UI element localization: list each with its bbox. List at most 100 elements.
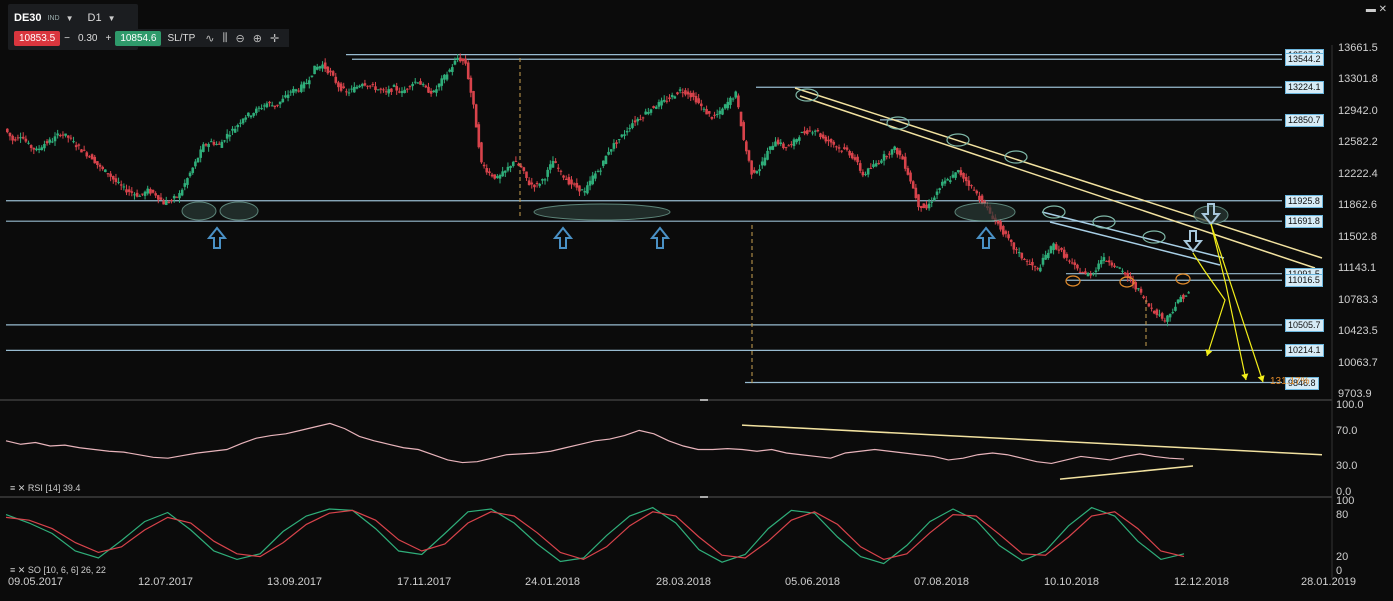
candle-body	[268, 101, 271, 104]
candle-body	[88, 156, 91, 158]
timeframe-chevron-down-icon[interactable]: ▼	[107, 13, 116, 23]
candle-body	[64, 133, 67, 136]
menu-icon[interactable]: ▬	[1365, 4, 1376, 15]
candle-body	[355, 86, 359, 89]
close-icon[interactable]: ✕	[17, 565, 26, 575]
candle-body	[816, 130, 820, 132]
symbol-name[interactable]: DE30	[14, 12, 42, 24]
candle-body	[766, 150, 769, 160]
price-tick-label: 9703.9	[1338, 388, 1372, 400]
candle-body	[1107, 260, 1111, 263]
candle-body	[1052, 243, 1055, 251]
candle-body	[901, 156, 904, 160]
price-tick-label: 10063.7	[1338, 356, 1378, 369]
level-price-tag[interactable]: 10214.1	[1285, 344, 1324, 358]
candle-body	[615, 142, 618, 144]
candle-body	[443, 74, 446, 80]
level-price-tag[interactable]: 10505.7	[1285, 318, 1324, 332]
projection-path	[1210, 223, 1247, 381]
level-price-tag[interactable]: 13544.2	[1285, 53, 1324, 67]
candle-body	[774, 141, 777, 147]
candle-body	[689, 92, 693, 98]
candle-body	[948, 180, 952, 183]
level-price-tag[interactable]: 13224.1	[1285, 81, 1324, 95]
candle-body	[472, 91, 475, 105]
candle-body	[427, 86, 430, 93]
candle-body	[379, 88, 383, 90]
candle-body	[705, 109, 708, 115]
zoom-out-icon[interactable]: ⊖	[235, 32, 245, 45]
instrument-type-tag: IND	[47, 14, 60, 22]
level-price-tag[interactable]: 11925.8	[1285, 194, 1323, 208]
candle-body	[628, 128, 632, 130]
candle-body	[1092, 273, 1095, 275]
level-price-tag[interactable]: 12850.7	[1285, 113, 1324, 127]
close-icon[interactable]: ✕	[17, 483, 26, 493]
candle-body	[941, 181, 944, 186]
chevron-down-icon[interactable]: ▼	[65, 13, 74, 23]
candle-body	[803, 131, 806, 134]
candle-body	[617, 139, 621, 141]
close-icon[interactable]: ✕	[1378, 4, 1387, 15]
date-tick-label: 28.01.2019	[1301, 576, 1357, 588]
candle-body	[729, 97, 732, 105]
candle-body	[461, 58, 465, 62]
so-legend-text: SO [10, 6, 6] 26, 22	[27, 565, 106, 575]
sell-price-button[interactable]: 10853.5	[14, 30, 61, 46]
candle-body	[1057, 249, 1061, 251]
candle-body	[199, 149, 202, 158]
candle-body	[249, 115, 253, 118]
level-price-tag[interactable]: 11691.8	[1285, 215, 1323, 229]
so-tick-label: 20	[1336, 551, 1349, 563]
rsi-trendline	[741, 424, 1323, 456]
candle-body	[713, 114, 716, 116]
candle-body	[578, 185, 581, 192]
candle-body	[40, 147, 44, 151]
indicators-icon[interactable]: ⫼	[222, 31, 228, 44]
candle-body	[405, 88, 409, 90]
candle-body	[1102, 257, 1106, 262]
candle-body	[1115, 266, 1119, 268]
candle-body	[850, 153, 854, 159]
candle-body	[609, 149, 613, 152]
crosshair-icon[interactable]: ✛	[269, 32, 280, 45]
candle-body	[583, 191, 587, 193]
candle-body	[1028, 263, 1032, 265]
candle-body	[8, 132, 12, 137]
candle-body	[241, 118, 245, 124]
candle-body	[149, 189, 152, 194]
sltp-button[interactable]: SL/TP	[167, 32, 196, 44]
candle-body	[260, 108, 263, 110]
minus-button[interactable]: −	[64, 32, 70, 44]
candle-body	[331, 71, 335, 76]
candle-body	[466, 62, 470, 79]
date-tick-label: 13.09.2017	[267, 576, 323, 588]
rsi-tick-label: 70.0	[1336, 425, 1358, 438]
candle-body	[840, 150, 843, 152]
candle-body	[564, 178, 568, 180]
candle-body	[853, 157, 857, 160]
candle-body	[413, 81, 417, 83]
candle-body	[345, 91, 348, 93]
timeframe-select[interactable]: D1	[87, 12, 102, 24]
level-price-tag[interactable]: 9846.8	[1285, 376, 1319, 390]
candle-body	[604, 155, 608, 165]
up-arrow-marker	[206, 226, 228, 249]
candle-body	[620, 134, 624, 137]
channel-line	[1049, 221, 1221, 266]
buy-price-button[interactable]: 10854.6	[115, 30, 162, 46]
zoom-in-icon[interactable]: ⊕	[252, 32, 262, 45]
candle-body	[996, 220, 1000, 224]
candle-body	[1121, 270, 1124, 272]
line-chart-icon[interactable]: ∿	[205, 32, 215, 45]
candle-body	[1023, 258, 1026, 260]
candle-body	[1070, 262, 1074, 264]
level-price-tag[interactable]: 11016.5	[1285, 274, 1323, 288]
price-tick-label: 11502.8	[1338, 230, 1377, 243]
plus-button[interactable]: +	[105, 32, 112, 44]
candle-body	[445, 74, 449, 80]
candle-body	[167, 201, 171, 203]
hamburger-icon[interactable]: ≡	[10, 483, 16, 493]
hamburger-icon[interactable]: ≡	[10, 565, 16, 575]
